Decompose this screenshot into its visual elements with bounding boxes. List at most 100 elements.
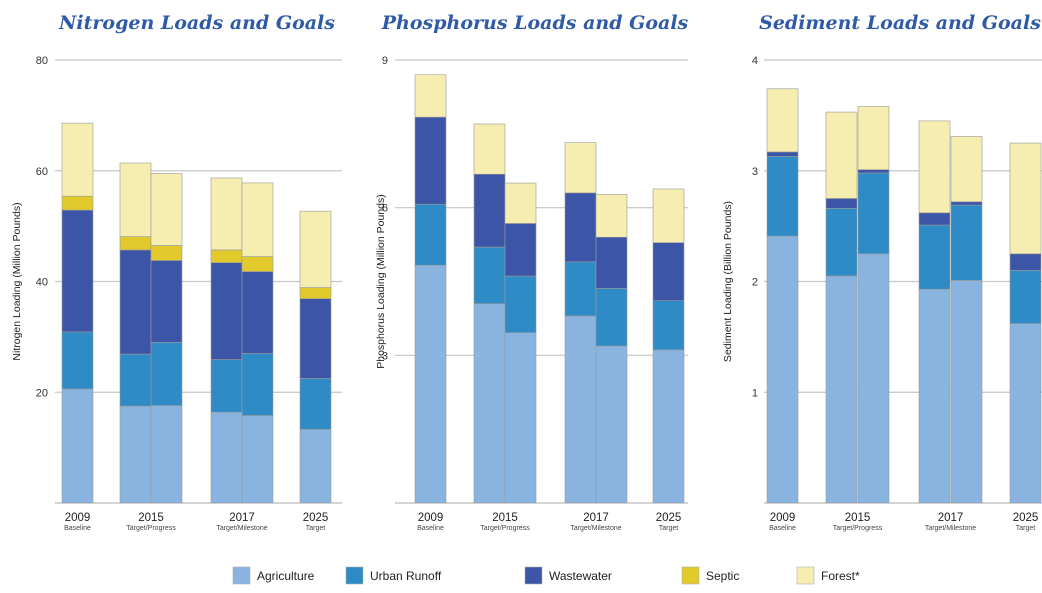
chart-0-category-sub-1: Target/Progress: [126, 525, 176, 532]
chart-1-ytick-label-2: 9: [382, 55, 388, 67]
legend-swatch-4: [796, 566, 815, 585]
chart-0-category-year-2: 2017: [229, 512, 255, 524]
chart-2-category-sub-0: Baseline: [769, 525, 796, 532]
chart-0-category-year-0: 2009: [65, 512, 91, 524]
chart-1-category-year-0: 2009: [418, 512, 444, 524]
chart-1-bar-2-segment-4: [504, 182, 537, 224]
chart-0-bar-1-segment-4: [119, 162, 152, 237]
chart-0-category-sub-0: Baseline: [64, 525, 91, 532]
chart-1-bar-3-segment-2: [564, 192, 597, 263]
chart-0-bar-0-segment-1: [61, 331, 94, 390]
chart-1-category-sub-0: Baseline: [417, 525, 444, 532]
chart-1-bar-1-segment-0: [473, 303, 506, 504]
chart-0-bar-0-segment-4: [61, 122, 94, 197]
chart-1-category-year-3: 2025: [656, 512, 682, 524]
chart-0-bar-3-segment-4: [210, 177, 243, 251]
chart-1-bar-4-segment-2: [595, 236, 628, 289]
chart-2-bar-4-segment-0: [950, 280, 983, 504]
legend-swatch-0: [232, 566, 251, 585]
chart-2-bar-4-segment-4: [950, 136, 983, 203]
chart-2-ytick-label-0: 1: [752, 387, 758, 399]
chart-0-ytick-label-0: 20: [36, 387, 48, 399]
chart-1-ytick-label-0: 3: [382, 350, 388, 362]
chart-2-bar-3-segment-2: [918, 212, 951, 226]
chart-0-bar-2-segment-1: [150, 342, 183, 406]
chart-2-bar-4-segment-2: [950, 201, 983, 206]
chart-0-bar-4-segment-2: [241, 271, 274, 354]
chart-2-bar-5-segment-4: [1009, 142, 1042, 255]
chart-0-bar-0-segment-0: [61, 388, 94, 504]
chart-2-bar-0-segment-1: [766, 156, 799, 237]
chart-2-bar-3-segment-1: [918, 224, 951, 290]
chart-0-bar-1-segment-1: [119, 353, 152, 407]
chart-0-bar-3-segment-0: [210, 411, 243, 504]
chart-1-bar-0-segment-0: [414, 264, 447, 504]
chart-0-bar-4-segment-4: [241, 182, 274, 257]
chart-1-bar-5-segment-0: [652, 349, 685, 504]
chart-2-ytick-label-1: 2: [752, 277, 758, 289]
legend-label-2: Wastewater: [549, 569, 612, 583]
chart-2-bar-5-segment-2: [1009, 253, 1042, 271]
chart-0-ytick-label-1: 40: [36, 277, 48, 289]
chart-0-bar-2-segment-3: [150, 245, 183, 261]
chart-2-category-year-2: 2017: [938, 512, 964, 524]
chart-1-bar-5-segment-1: [652, 300, 685, 351]
chart-2-category-year-1: 2015: [845, 512, 871, 524]
chart-1-category-sub-3: Target: [659, 525, 679, 532]
chart-2-bar-1-segment-2: [825, 198, 858, 209]
chart-2-bar-0-segment-4: [766, 88, 799, 153]
chart-1-category-sub-2: Target/Milestone: [570, 525, 621, 532]
chart-0-bar-0-segment-2: [61, 209, 94, 333]
chart-0-bar-4-segment-3: [241, 256, 274, 272]
chart-0-ytick-label-3: 80: [36, 55, 48, 67]
chart-1-bar-5-segment-2: [652, 242, 685, 301]
chart-1-bar-3-segment-1: [564, 261, 597, 317]
chart-0-bar-3-segment-1: [210, 359, 243, 413]
chart-0-y-axis-label: Nitrogen Loading (Million Pounds): [11, 202, 23, 360]
chart-0-category-year-1: 2015: [138, 512, 164, 524]
chart-0-category-sub-3: Target: [306, 525, 326, 532]
chart-0-title: Nitrogen Loads and Goals: [58, 12, 335, 34]
chart-0-bar-2-segment-2: [150, 260, 183, 343]
chart-0-bar-1-segment-2: [119, 249, 152, 355]
chart-2-y-axis-label: Sediment Loading (Billion Pounds): [722, 201, 734, 362]
chart-0-bar-1-segment-0: [119, 405, 152, 504]
legend-swatch-1: [345, 566, 364, 585]
chart-0-bar-2-segment-4: [150, 173, 183, 246]
legend-label-0: Agriculture: [257, 569, 315, 583]
chart-2-bar-2-segment-2: [857, 169, 890, 174]
chart-2-bar-0-segment-0: [766, 235, 799, 504]
chart-1-category-sub-1: Target/Progress: [480, 525, 530, 532]
chart-2-ytick-label-2: 3: [752, 166, 758, 178]
chart-2-title: Sediment Loads and Goals: [759, 12, 1041, 34]
legend-label-3: Septic: [706, 569, 739, 583]
chart-2-bar-0-segment-2: [766, 151, 799, 157]
chart-2-bar-2-segment-0: [857, 253, 890, 504]
legend-label-4: Forest*: [821, 569, 860, 583]
chart-1-bar-4-segment-0: [595, 345, 628, 504]
chart-0-category-year-3: 2025: [303, 512, 329, 524]
chart-2-category-year-3: 2025: [1013, 512, 1039, 524]
chart-1-bar-2-segment-0: [504, 332, 537, 504]
chart-1-bar-3-segment-4: [564, 142, 597, 194]
chart-2-bar-2-segment-1: [857, 172, 890, 255]
chart-0-bar-5-segment-2: [299, 298, 332, 379]
chart-0-category-sub-2: Target/Milestone: [216, 525, 267, 532]
chart-2-bar-5-segment-0: [1009, 323, 1042, 504]
chart-1-bar-0-segment-1: [414, 203, 447, 266]
chart-0-bar-5-segment-0: [299, 429, 332, 504]
chart-2-bar-2-segment-4: [857, 106, 890, 170]
chart-0-bar-3-segment-2: [210, 262, 243, 360]
chart-0-bar-2-segment-0: [150, 405, 183, 504]
chart-0-bar-5-segment-4: [299, 210, 332, 288]
chart-1-bar-4-segment-1: [595, 288, 628, 347]
chart-2-category-sub-2: Target/Milestone: [925, 525, 976, 532]
chart-2-category-sub-3: Target: [1016, 525, 1036, 532]
chart-1-bar-4-segment-4: [595, 194, 628, 238]
chart-1-category-year-1: 2015: [492, 512, 518, 524]
chart-2-bar-4-segment-1: [950, 204, 983, 281]
chart-2-bar-3-segment-4: [918, 120, 951, 214]
chart-1-category-year-2: 2017: [583, 512, 609, 524]
chart-2-ytick-label-3: 4: [752, 55, 758, 67]
chart-1-bar-2-segment-1: [504, 275, 537, 333]
